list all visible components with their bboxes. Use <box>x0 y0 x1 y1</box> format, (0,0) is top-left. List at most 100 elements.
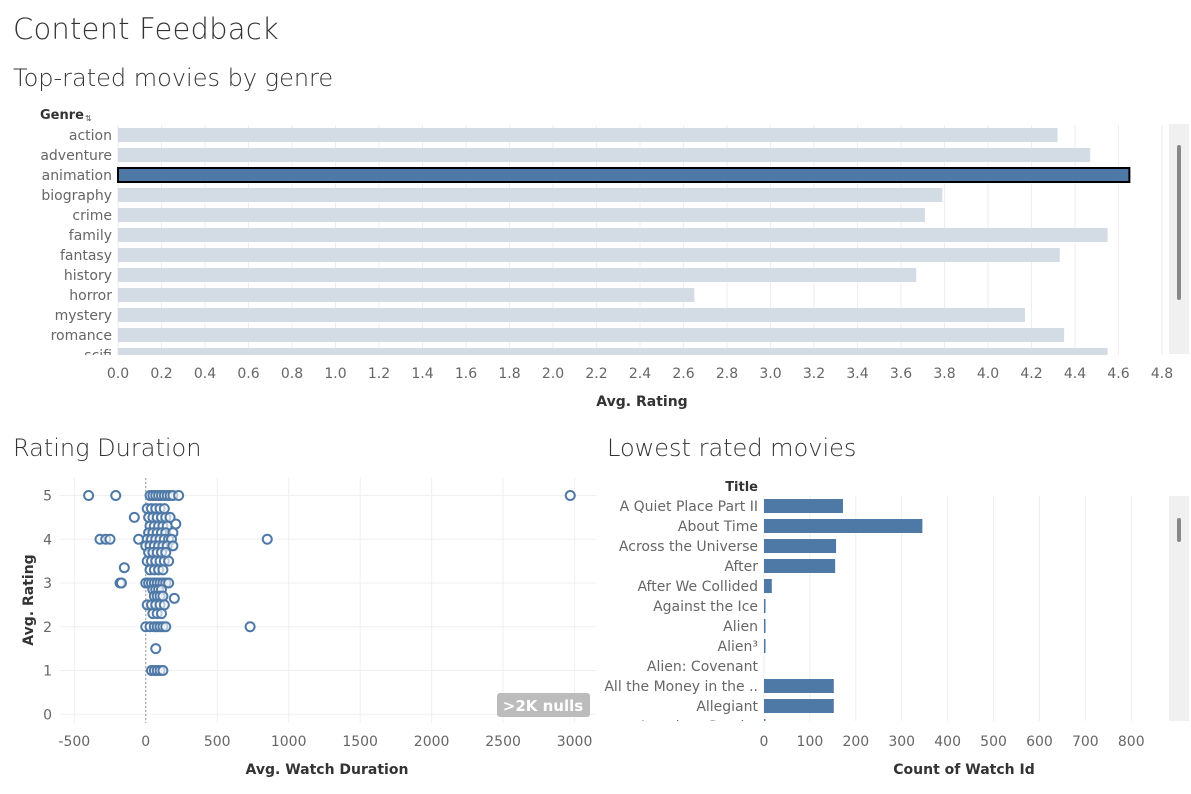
genre-label[interactable]: action <box>69 128 112 144</box>
movie-bar[interactable] <box>764 519 923 533</box>
scatter-point[interactable] <box>173 490 185 501</box>
genre-label[interactable]: mystery <box>55 308 112 324</box>
scatter-point[interactable] <box>160 546 172 558</box>
scatter-point[interactable] <box>157 665 169 676</box>
scatter-point[interactable] <box>115 577 127 589</box>
genre-label[interactable]: romance <box>51 328 112 344</box>
genre-bar[interactable] <box>118 248 1060 262</box>
scrollbar-thumb[interactable] <box>1177 518 1181 542</box>
genre-label[interactable]: animation <box>42 168 112 184</box>
movie-title-label[interactable]: Alien: Covenant <box>647 659 759 675</box>
x-tick-label: 500 <box>204 734 231 750</box>
x-tick-label: 3.6 <box>890 366 912 382</box>
nulls-badge[interactable] <box>497 693 590 717</box>
x-tick-label: 0.2 <box>150 366 172 382</box>
scatter-point[interactable] <box>163 577 175 589</box>
movie-title-label[interactable]: Alien³ <box>718 639 758 655</box>
genre-label[interactable]: family <box>69 228 112 244</box>
scrollbar-track[interactable] <box>1169 496 1189 721</box>
movie-title-label[interactable]: A Quiet Place Part II <box>620 499 758 515</box>
movie-bar[interactable] <box>764 559 836 573</box>
movie-title-label[interactable]: All the Money in the .. <box>604 679 758 695</box>
genre-label[interactable]: biography <box>41 188 112 204</box>
genre-bar[interactable] <box>118 128 1058 142</box>
genre-bars: action adventure animation biography crime fa… <box>40 128 1131 364</box>
scatter-point[interactable] <box>118 562 130 574</box>
x-tick-label: 2500 <box>485 734 521 750</box>
x-tick-label: 2.2 <box>585 366 607 382</box>
lowest-rated-bar-chart[interactable]: Title A Quiet Place Part II About Time Acro… <box>596 470 1191 790</box>
scatter-point[interactable] <box>128 511 140 523</box>
movie-title-label[interactable]: Allegiant <box>696 699 758 715</box>
genre-bar[interactable] <box>118 228 1108 242</box>
x-tick-label: 400 <box>934 734 961 750</box>
x-tick-label: 4.2 <box>1020 366 1042 382</box>
dashboard-title: Content Feedback <box>13 12 279 46</box>
genre-bar[interactable] <box>118 208 925 222</box>
scatter-point[interactable] <box>564 490 576 501</box>
nulls-badge-label[interactable]: >2K nulls <box>503 697 583 715</box>
scatter-point[interactable] <box>104 533 116 545</box>
lowest-x-axis-title: Count of Watch Id <box>893 762 1034 778</box>
scatter-point[interactable] <box>163 555 175 567</box>
scatter-point[interactable] <box>160 621 172 633</box>
x-tick-label: 700 <box>1072 734 1099 750</box>
movie-bar[interactable] <box>764 579 772 593</box>
genre-label[interactable]: horror <box>69 288 112 304</box>
lowest-bars: A Quiet Place Part II About Time Across th… <box>604 499 923 735</box>
scatter-panel-title: Rating Duration <box>13 434 202 462</box>
movie-bar[interactable] <box>764 619 766 633</box>
scatter-point[interactable] <box>167 540 179 552</box>
y-tick-label: 2 <box>43 620 52 636</box>
movie-bar[interactable] <box>764 639 766 653</box>
scatter-point[interactable] <box>164 511 176 523</box>
scatter-point[interactable] <box>157 564 169 576</box>
genre-bar[interactable] <box>118 288 695 302</box>
scatter-point[interactable] <box>157 590 169 602</box>
genre-bar-chart[interactable]: Genre ⇅ action adventure animation biography c… <box>0 100 1191 420</box>
scatter-point[interactable] <box>155 608 167 620</box>
scatter-point[interactable] <box>110 490 122 501</box>
genre-label[interactable]: crime <box>72 208 112 224</box>
scatter-point[interactable] <box>168 592 180 604</box>
genre-label[interactable]: adventure <box>40 148 112 164</box>
genre-bar[interactable] <box>118 148 1091 162</box>
scatter-point[interactable] <box>261 533 273 545</box>
genre-bar[interactable] <box>118 348 1108 362</box>
movie-title-label[interactable]: After We Collided <box>637 579 758 595</box>
y-tick-label: 1 <box>43 664 52 680</box>
x-tick-label: 4.8 <box>1151 366 1173 382</box>
genre-label[interactable]: fantasy <box>60 248 112 264</box>
genre-label[interactable]: history <box>64 268 112 284</box>
genre-label[interactable]: scifi <box>84 348 112 364</box>
scatter-point[interactable] <box>158 599 170 611</box>
scatter-point[interactable] <box>83 490 95 501</box>
scatter-point[interactable] <box>150 643 162 655</box>
movie-title-label[interactable]: About Time <box>678 519 758 535</box>
genre-bar[interactable] <box>118 328 1065 342</box>
movie-bar[interactable] <box>764 679 834 693</box>
movie-title-label[interactable]: Against the Ice <box>653 599 758 615</box>
movie-bar[interactable] <box>764 699 834 713</box>
scrollbar-thumb[interactable] <box>1177 145 1181 300</box>
genre-bar[interactable] <box>118 268 917 282</box>
genre-bar[interactable] <box>117 167 1131 183</box>
x-tick-label: 600 <box>1026 734 1053 750</box>
scatter-point[interactable] <box>244 621 256 633</box>
scatter-point[interactable] <box>158 503 170 515</box>
rating-duration-scatter[interactable]: 0 1 2 3 4 5 -500 0 500 1000 1500 2000 2500 3000 Avg. W… <box>0 470 600 790</box>
y-tick-label: 3 <box>43 576 52 592</box>
movie-title-label[interactable]: Across the Universe <box>619 539 758 555</box>
x-tick-label: 0.6 <box>237 366 259 382</box>
movie-bar[interactable] <box>764 499 843 513</box>
movie-title-label[interactable]: Alien <box>723 619 758 635</box>
movie-title-label[interactable]: After <box>724 559 758 575</box>
genre-bar[interactable] <box>118 308 1025 322</box>
movie-title-label[interactable]: American Psycho <box>638 719 758 735</box>
movie-bar[interactable] <box>764 719 766 733</box>
movie-bar[interactable] <box>764 539 837 553</box>
movie-bar[interactable] <box>764 599 766 613</box>
sort-icon[interactable]: ⇅ <box>85 114 92 123</box>
genre-bar[interactable] <box>118 188 943 202</box>
scatter-x-axis-title: Avg. Watch Duration <box>246 762 409 778</box>
